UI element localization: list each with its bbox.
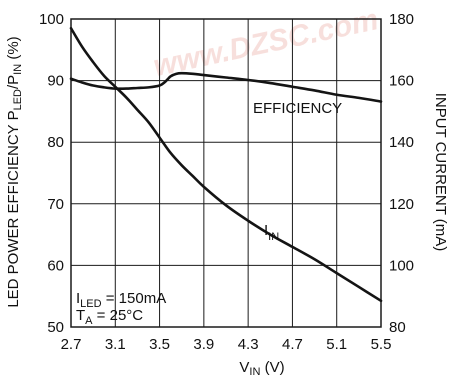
- condition-iled: ILED = 150mA: [76, 290, 166, 310]
- y-left-title-part-4: (%): [5, 36, 22, 64]
- x-axis-title: VIN (V): [239, 359, 284, 375]
- y-right-tick-label: 180: [389, 11, 414, 28]
- efficiency-label: EFFICIENCY: [253, 100, 342, 117]
- grid: [70, 18, 382, 328]
- y-left-tick-labels: 50 60 70 80 90 100: [39, 11, 64, 336]
- x-axis-title-main: V: [239, 359, 249, 375]
- x-tick-label: 4.7: [282, 336, 303, 353]
- y-right-tick-labels: 80 100 120 140 160 180: [389, 11, 414, 336]
- condition-iled-rest: = 150mA: [102, 290, 167, 307]
- y-left-title-part-2: /P: [5, 75, 22, 89]
- iin-label-sub: IN: [268, 231, 279, 243]
- y-right-tick-label: 160: [389, 73, 414, 90]
- efficiency-curve: [69, 71, 383, 103]
- y-right-axis-title: INPUT CURRENT (mA): [432, 93, 449, 252]
- y-left-tick-label: 100: [39, 11, 64, 28]
- input-current-curve: [69, 26, 383, 303]
- y-left-title-part-0: LED POWER EFFICIENCY P: [5, 110, 22, 307]
- condition-iled-sub: LED: [80, 298, 101, 310]
- y-left-title-part-3: IN: [12, 64, 24, 75]
- x-axis-title-unit: (V): [260, 359, 284, 375]
- iin-label: IIN: [264, 222, 279, 243]
- condition-iled-main: I: [76, 290, 80, 307]
- y-left-tick-label: 50: [47, 319, 64, 336]
- condition-ta: TA = 25°C: [76, 307, 143, 327]
- y-left-tick-label: 60: [47, 257, 64, 274]
- y-left-tick-label: 90: [47, 73, 64, 90]
- condition-ta-main: T: [76, 307, 85, 324]
- x-tick-label: 3.9: [193, 336, 214, 353]
- watermark: www.DZSC.com: [151, 3, 382, 83]
- y-right-tick-label: 100: [389, 257, 414, 274]
- condition-ta-sub: A: [85, 315, 93, 327]
- watermark-text: www.DZSC.com: [151, 3, 382, 83]
- y-left-title-part-1: LED: [12, 89, 24, 110]
- y-left-tick-label: 70: [47, 196, 64, 213]
- x-tick-label: 5.5: [371, 336, 392, 353]
- plot-frame: [70, 18, 382, 328]
- y-right-tick-label: 80: [389, 319, 406, 336]
- y-left-tick-label: 80: [47, 134, 64, 151]
- iin-label-main: I: [264, 222, 268, 239]
- x-tick-labels: 2.7 3.1 3.5 3.9 4.3 4.7 5.1 5.5: [61, 336, 392, 353]
- y-left-axis-title: LED POWER EFFICIENCY PLED/PIN (%): [5, 36, 24, 307]
- y-right-tick-label: 140: [389, 134, 414, 151]
- x-axis-title-sub: IN: [249, 366, 260, 375]
- x-tick-label: 2.7: [61, 336, 82, 353]
- condition-ta-rest: = 25°C: [93, 307, 144, 324]
- x-tick-label: 3.5: [149, 336, 170, 353]
- x-tick-label: 4.3: [238, 336, 259, 353]
- curves: [69, 26, 383, 303]
- y-right-tick-label: 120: [389, 196, 414, 213]
- x-tick-label: 5.1: [326, 336, 347, 353]
- x-tick-label: 3.1: [105, 336, 126, 353]
